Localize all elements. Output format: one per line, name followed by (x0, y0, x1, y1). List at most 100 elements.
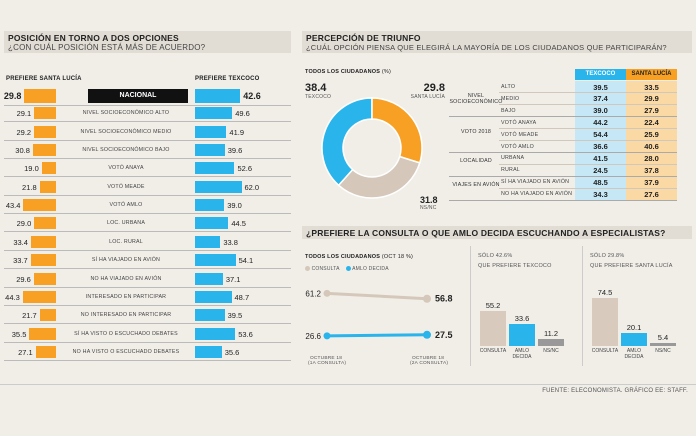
group-divider (449, 199, 677, 201)
row-label: VOTÓ AMLO (501, 143, 534, 150)
santa-lucia-bar (34, 107, 56, 120)
texcoco-cell: 41.5 (593, 153, 608, 163)
group-label: NIVEL SOCIOECONÓMICO (449, 92, 503, 105)
group-divider (449, 116, 677, 118)
texcoco-bar (195, 144, 225, 157)
santa-lucia-bar (34, 217, 56, 230)
texcoco-bar (195, 107, 233, 120)
santa-lucia-bar (39, 180, 56, 193)
santa-lucia-value: 21.8 (22, 182, 37, 192)
row-divider (4, 304, 291, 306)
row-label: NIVEL SOCIOECONÓMICO MEDIO (80, 128, 172, 135)
bar-label: AMLO DECIDA (512, 348, 532, 360)
row-divider (4, 213, 291, 215)
texcoco-value: 41.9 (229, 127, 245, 137)
left-title: POSICIÓN EN TORNO A DOS OPCIONES (8, 33, 179, 43)
bar-amlo-decida (621, 333, 647, 346)
santa-lucia-value: 33.4 (13, 237, 28, 247)
bar-consulta (480, 310, 506, 346)
santa-lucia-cell: 27.9 (644, 106, 659, 116)
row-divider (4, 323, 291, 325)
row-divider (499, 140, 677, 141)
santa-lucia-value: 27.1 (18, 347, 33, 357)
texcoco-value: 54.1 (238, 256, 254, 266)
santa-lucia-bar (35, 345, 56, 358)
row-label: NIVEL SOCIOECONÓMICO BAJO (82, 147, 170, 154)
bar-value: 74.5 (597, 288, 613, 298)
santa-lucia-value: 44.3 (5, 292, 20, 302)
texcoco-value: 49.6 (235, 109, 250, 119)
texcoco-value: 39.0 (227, 201, 242, 211)
texcoco-bar (195, 89, 241, 103)
legend-consulta-swatch (305, 266, 310, 272)
row-label: VOTÓ ANAYA (108, 165, 144, 172)
row-label: SÍ HA VIAJADO EN AVIÓN (501, 179, 570, 186)
donut-name-texcoco: TEXCOCO (305, 94, 332, 100)
row-label: NO HA VIAJADO EN AVIÓN (90, 275, 162, 282)
texcoco-cell: 54.4 (593, 130, 608, 140)
santa-lucia-cell: 28.0 (644, 153, 659, 163)
bar-label: NS/NC (543, 348, 559, 354)
row-label: RURAL (501, 167, 520, 174)
row-label: SÍ HA VISTO O ESCUCHADO DEBATES (74, 330, 178, 337)
texcoco-cell: 39.5 (593, 82, 608, 92)
santa-lucia-bar (24, 89, 56, 103)
col-santa-lucia-header: PREFIERE SANTA LUCÍA (6, 76, 82, 82)
texcoco-value: 62.0 (244, 182, 260, 192)
bar-value: 55.2 (485, 300, 501, 310)
bar-ns-nc (650, 342, 676, 346)
santa-lucia-value: 21.7 (22, 311, 37, 321)
percepcion-subtitle: ¿CUÁL OPCIÓN PIENSA QUE ELEGIRÁ LA MAYOR… (306, 43, 667, 52)
bar-group-title-1: SÓLO 42.6% (478, 253, 513, 259)
row-divider (4, 158, 291, 160)
row-divider (4, 194, 291, 196)
row-divider (4, 341, 291, 343)
texcoco-value: 53.6 (238, 329, 253, 339)
texcoco-bar (195, 254, 236, 267)
group-label: VOTO 2018 (461, 128, 491, 135)
bar-label: NS/NC (655, 348, 671, 354)
row-label: URBANA (501, 155, 525, 162)
texcoco-cell: 44.2 (593, 118, 608, 128)
row-divider (499, 104, 677, 106)
group-divider (449, 151, 677, 153)
group-separator (582, 246, 583, 366)
santa-lucia-cell: 40.6 (644, 142, 659, 151)
donut-label-texcoco: 38.4 TEXCOCO (305, 82, 331, 100)
row-label: ALTO (501, 84, 516, 90)
bar-value: 11.2 (543, 328, 559, 338)
santa-lucia-cell: 37.9 (644, 177, 659, 187)
santa-lucia-cell: 22.4 (644, 118, 659, 128)
santa-lucia-cell: 29.9 (644, 94, 659, 104)
texcoco-bar (195, 125, 227, 138)
legend-amlo-swatch (345, 266, 351, 272)
donut-value-texcoco: 38.4 (305, 82, 327, 94)
x-label-1: OCTUBRE 18 (1A CONSULTA) (308, 356, 347, 366)
row-divider (4, 105, 291, 106)
texcoco-bar (195, 327, 236, 340)
row-label: INTERESADO EN PARTICIPAR (85, 293, 167, 300)
point-start-consulta (323, 289, 331, 297)
santa-lucia-value: 29.1 (16, 109, 32, 119)
row-divider (4, 268, 291, 270)
col-texcoco-header: PREFIERE TEXCOCO (195, 76, 260, 82)
bar-label: AMLO DECIDA (624, 348, 644, 360)
texcoco-bar (195, 345, 222, 358)
santa-lucia-cell: 27.6 (644, 189, 659, 199)
texcoco-bar (195, 217, 229, 230)
row-divider (499, 187, 677, 189)
percepcion-title-bar (302, 31, 692, 53)
santa-lucia-cell: 37.8 (644, 165, 659, 175)
bar-value: 20.1 (626, 323, 642, 333)
santa-lucia-value: 29.6 (16, 274, 31, 284)
santa-lucia-bar (39, 309, 56, 322)
bar-label: CONSULTA (479, 348, 507, 354)
point-label-start: 61.2 (305, 289, 321, 298)
row-label: MEDIO (501, 95, 520, 102)
line-legend: CONSULTA AMLO DECIDA (305, 266, 389, 272)
donut-label-santa-lucia: 29.8 SANTA LUCÍA (405, 82, 445, 100)
group-label: LOCALIDAD (460, 158, 492, 165)
santa-lucia-value: 30.8 (15, 146, 30, 156)
texcoco-bar (195, 309, 225, 322)
donut-value-santa-lucia: 29.8 (423, 82, 445, 94)
